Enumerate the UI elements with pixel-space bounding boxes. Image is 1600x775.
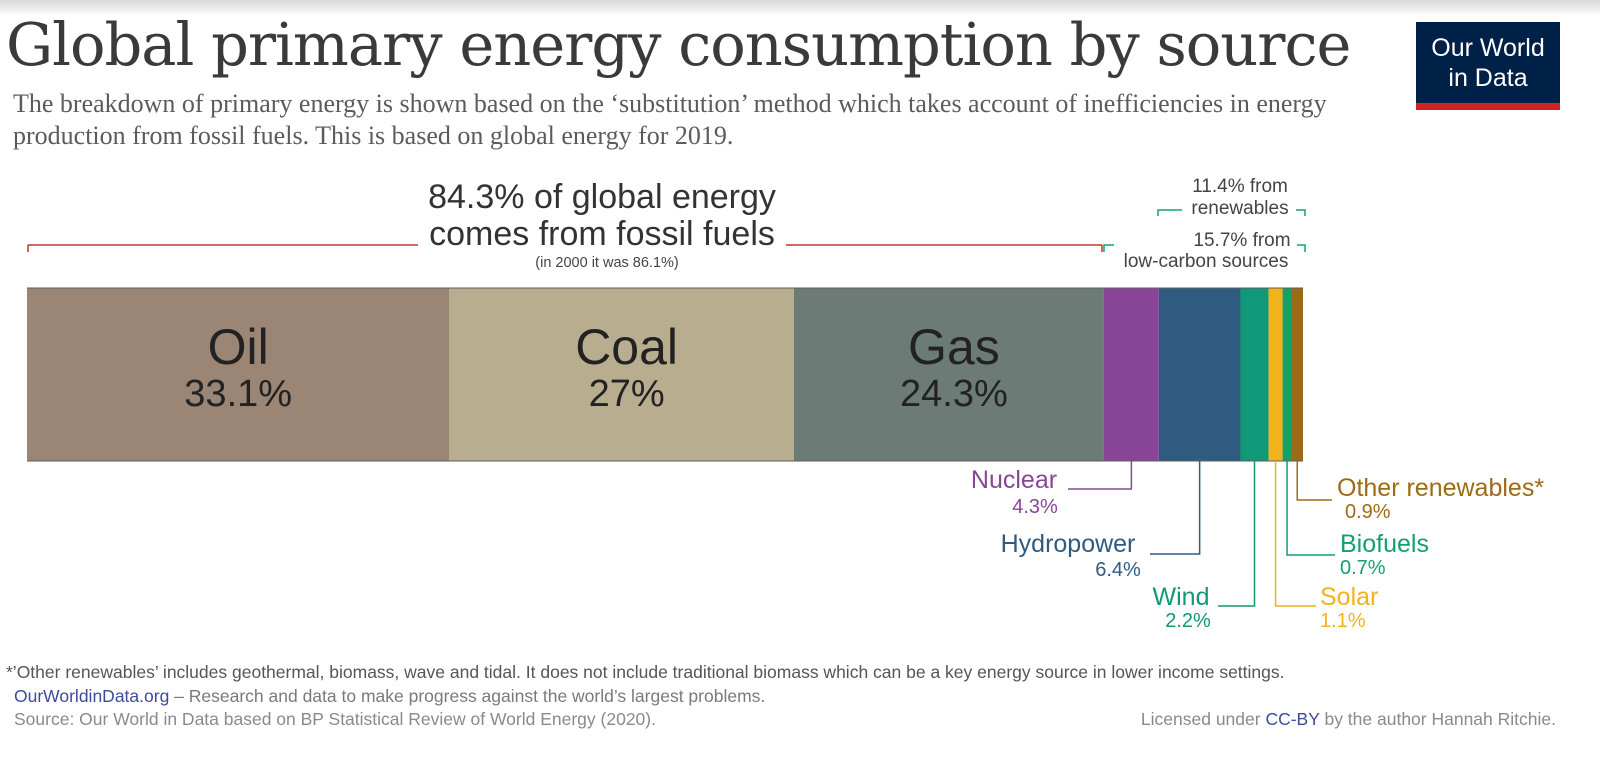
value-solar: 1.1% <box>1320 610 1366 632</box>
owid-logo[interactable]: Our World in Data <box>1416 22 1560 110</box>
value-biofuels: 0.7% <box>1340 557 1386 579</box>
bar-wind <box>1240 288 1269 461</box>
label-biofuels: Biofuels <box>1340 530 1429 558</box>
license-note: Licensed under CC-BY by the author Hanna… <box>1141 709 1556 730</box>
leader-line-other-renewables <box>1296 461 1332 501</box>
bar-other-renewables <box>1291 288 1303 461</box>
fossil-group-label-line-1: 84.3% of global energy <box>428 178 776 216</box>
bar-oil <box>27 288 450 461</box>
license-prefix: Licensed under <box>1140 709 1266 729</box>
chart-title: Global primary energy consumption by sou… <box>6 10 1351 79</box>
label-other-renewables: Other renewables* <box>1337 474 1544 502</box>
renewables-label-line-1: 11.4% from <box>1192 176 1288 197</box>
bar-value-coal: 27% <box>589 373 665 415</box>
value-other-renewables: 0.9% <box>1345 501 1391 523</box>
renewables-label-line-2: renewables <box>1191 198 1288 219</box>
owid-link[interactable]: OurWorldinData.org <box>14 686 170 706</box>
leader-line-solar <box>1274 461 1316 607</box>
value-wind: 2.2% <box>1165 610 1211 632</box>
bar-value-gas: 24.3% <box>900 373 1008 415</box>
bar-biofuels <box>1282 288 1292 461</box>
low-carbon-label-line-1: 15.7% from <box>1193 230 1290 251</box>
leader-line-nuclear <box>1068 461 1133 490</box>
label-nuclear: Nuclear <box>971 466 1057 494</box>
chart-subtitle: The breakdown of primary energy is shown… <box>13 89 1327 150</box>
bar-label-coal: Coal <box>575 319 678 375</box>
bar-solar <box>1268 288 1283 461</box>
leader-line-biofuels <box>1286 461 1335 556</box>
source-note: Source: Our World in Data based on BP St… <box>14 709 656 729</box>
logo-line-2: in Data <box>1448 63 1528 92</box>
bar-gas <box>793 288 1104 461</box>
footnote: *’Other renewables’ includes geothermal,… <box>6 662 1285 682</box>
owid-tagline: – Research and data to make progress aga… <box>169 686 766 706</box>
low-carbon-bracket <box>1103 244 1306 252</box>
low-carbon-label-line-2: low-carbon sources <box>1124 251 1289 272</box>
fossil-group-note: (in 2000 it was 86.1%) <box>535 255 678 271</box>
fossil-group-label-line-2: comes from fossil fuels <box>429 215 775 253</box>
renewables-bracket <box>1157 209 1306 216</box>
bar-coal <box>449 288 794 461</box>
label-solar: Solar <box>1320 583 1378 611</box>
logo-line-1: Our World <box>1431 33 1545 62</box>
bar-label-gas: Gas <box>908 319 1000 375</box>
bar-label-oil: Oil <box>208 319 269 375</box>
label-hydropower: Hydropower <box>1001 530 1136 558</box>
bar-nuclear <box>1103 288 1159 461</box>
value-nuclear: 4.3% <box>1012 496 1058 518</box>
bar-segments <box>27 287 1303 462</box>
owid-tagline-line: OurWorldinData.org – Research and data t… <box>14 686 765 707</box>
energy-stacked-bar-chart: 84.3% of global energy comes from fossil… <box>27 176 1544 632</box>
label-wind: Wind <box>1153 583 1210 611</box>
bar-value-oil: 33.1% <box>184 373 292 415</box>
cc-by-link[interactable]: CC-BY <box>1265 709 1320 729</box>
leader-line-wind <box>1218 461 1256 607</box>
leader-line-hydropower <box>1150 461 1201 555</box>
top-shadow <box>0 0 1600 16</box>
value-hydropower: 6.4% <box>1095 559 1141 581</box>
license-suffix: by the author Hannah Ritchie. <box>1319 709 1556 729</box>
bar-hydropower <box>1158 288 1241 461</box>
